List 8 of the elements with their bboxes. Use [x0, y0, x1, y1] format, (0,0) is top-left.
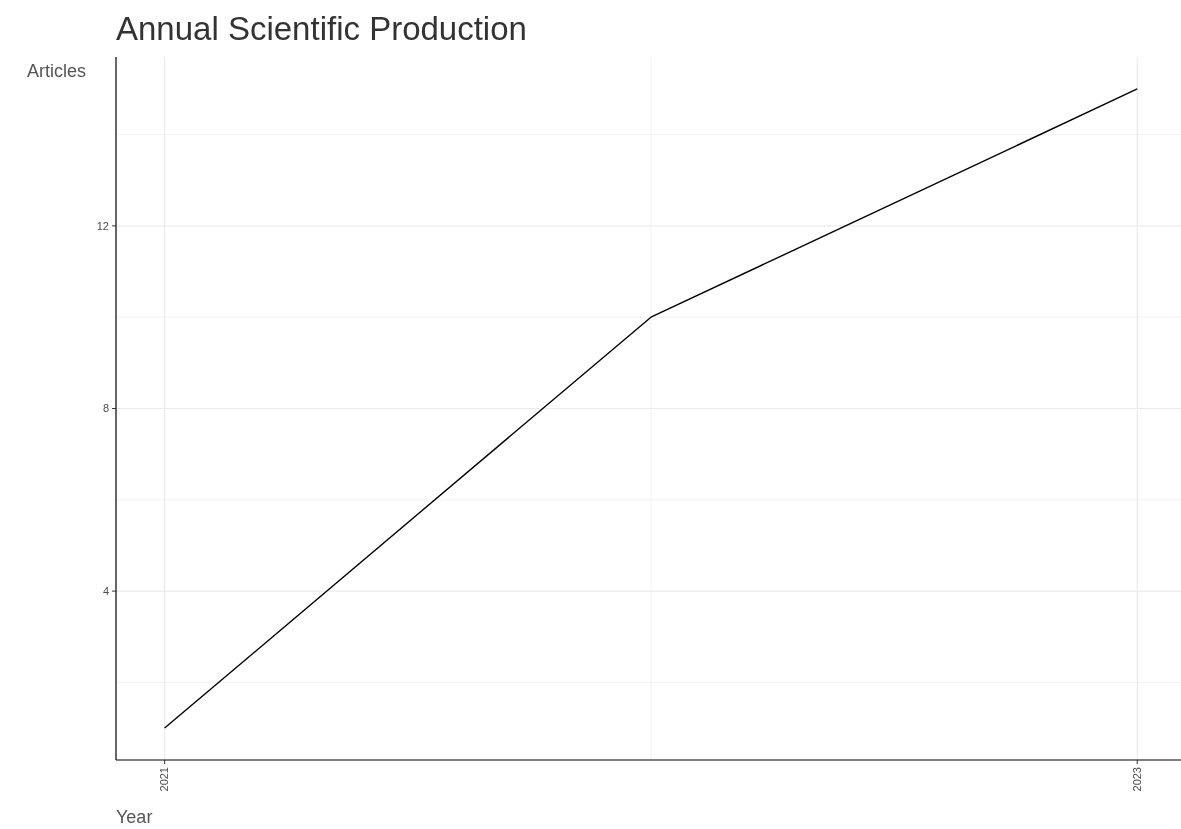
chart-title: Annual Scientific Production — [116, 10, 527, 47]
x-tick-label: 2023 — [1131, 767, 1144, 792]
y-axis-title: Articles — [26, 61, 86, 81]
x-tick-label: 2021 — [158, 767, 171, 792]
y-tick-label: 8 — [102, 402, 109, 415]
y-tick-label: 4 — [102, 584, 109, 597]
x-axis-title: Year — [116, 807, 153, 827]
y-tick-label: 12 — [96, 219, 109, 232]
